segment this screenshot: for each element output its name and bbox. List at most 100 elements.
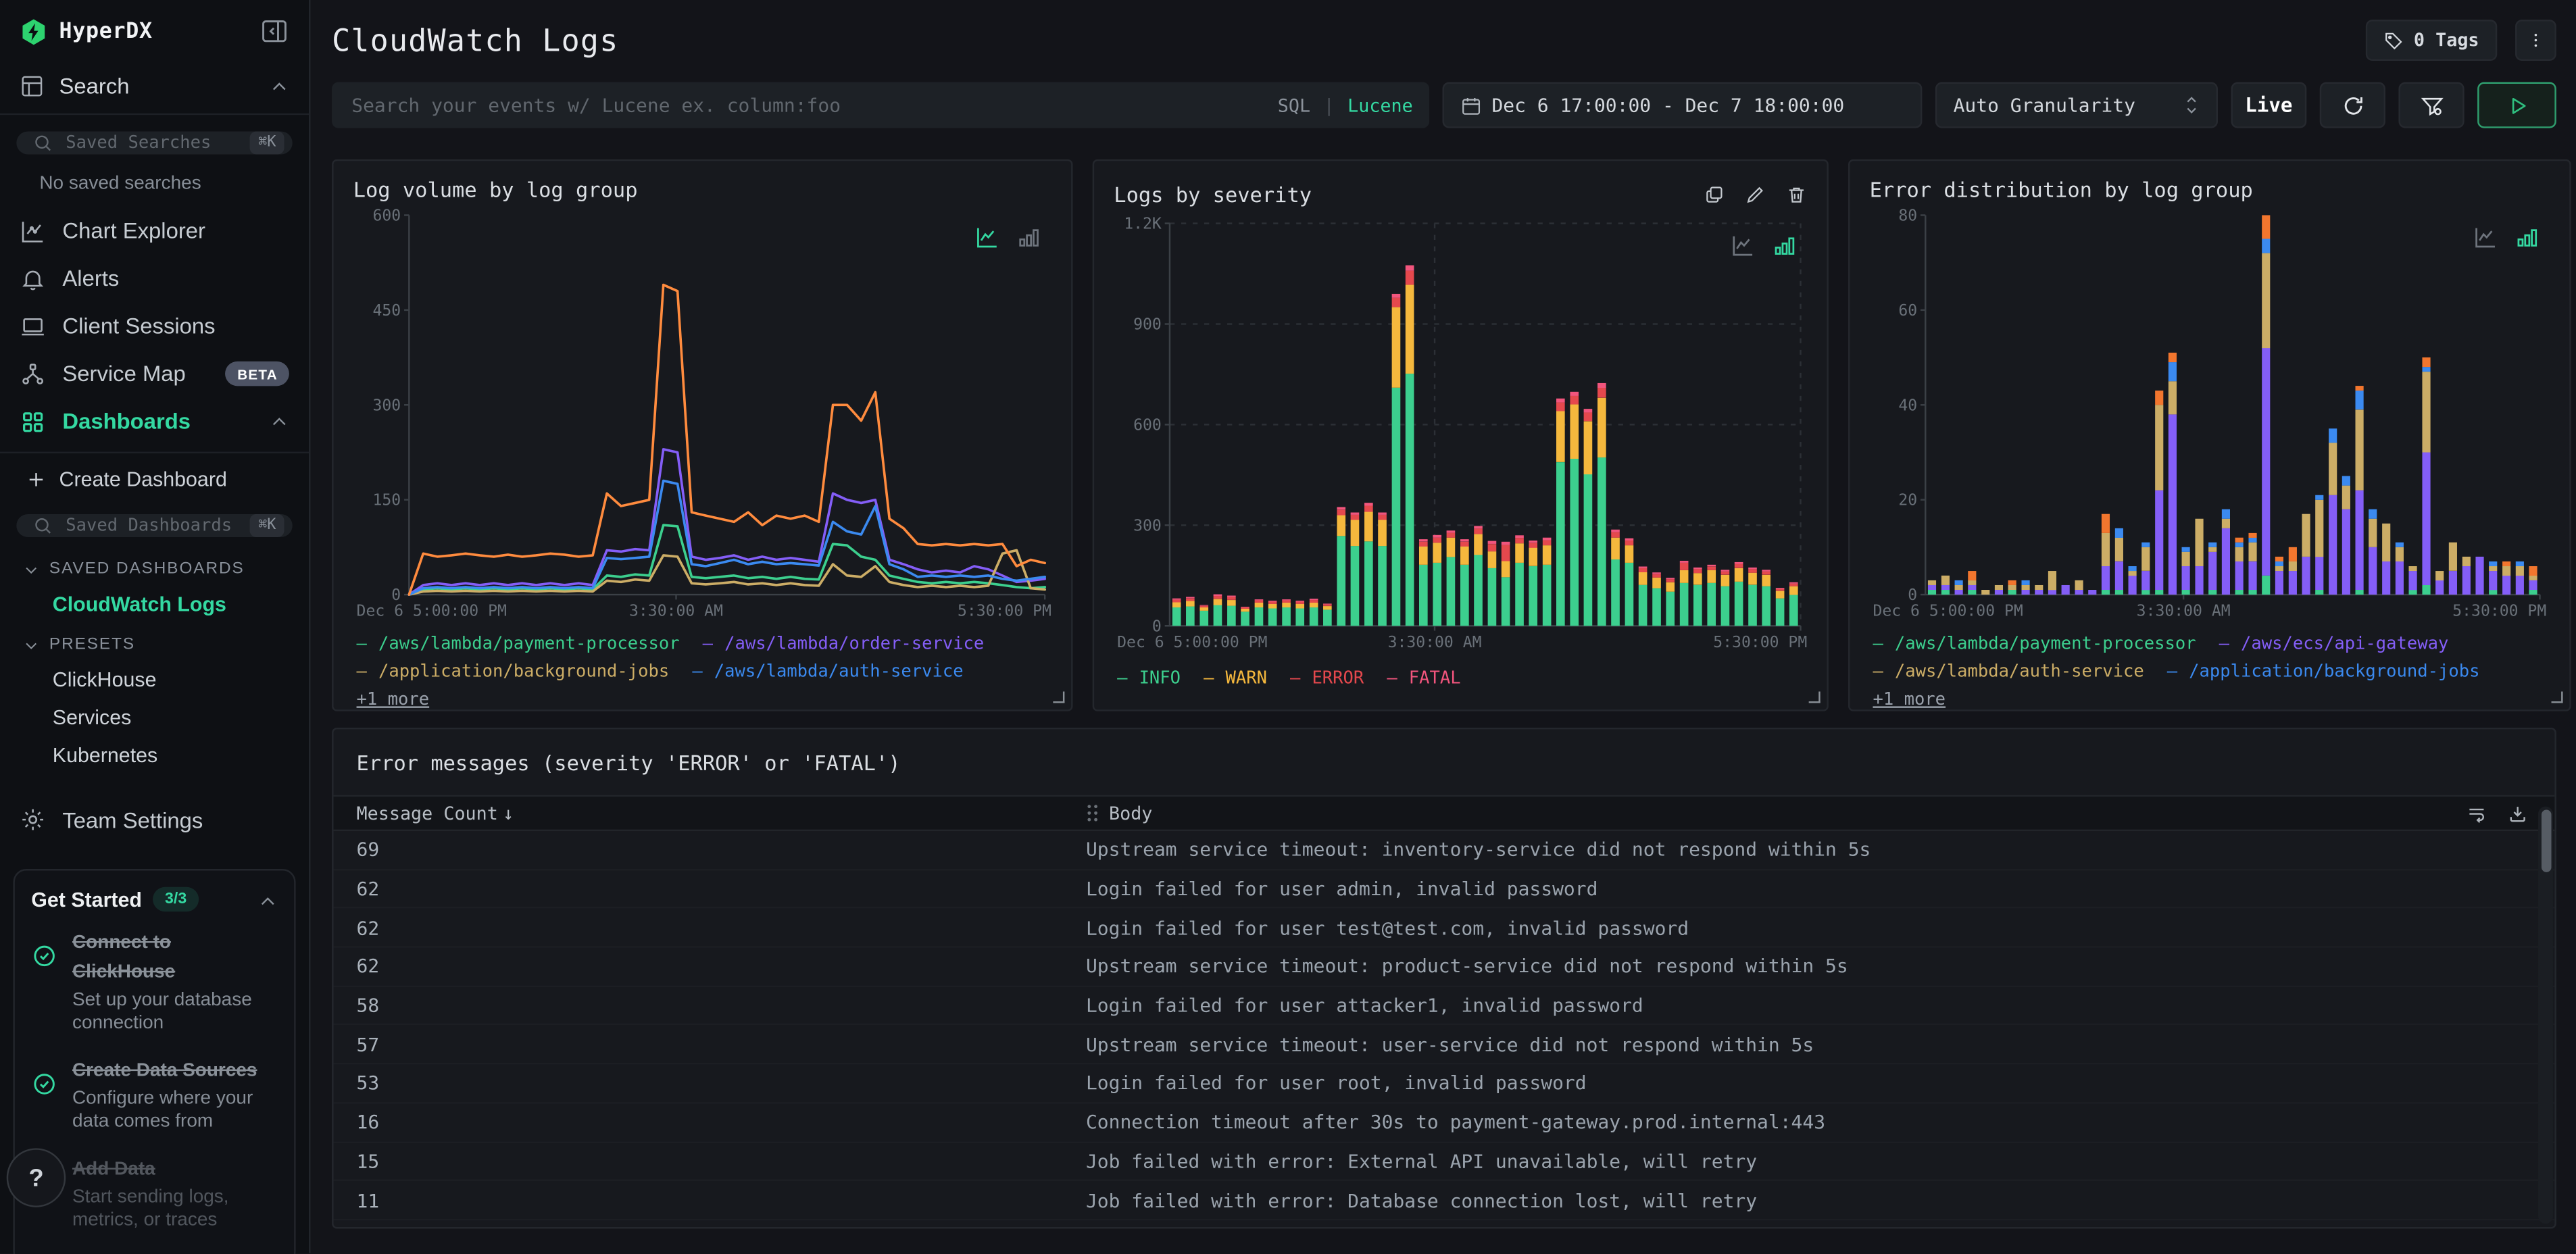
tags-button[interactable]: 0 Tags xyxy=(2366,20,2498,61)
separator: | xyxy=(1323,94,1335,116)
legend-label: /application/background-jobs xyxy=(2189,661,2480,682)
checklist-item-connect[interactable]: Connect to ClickHouse Set up your databa… xyxy=(31,926,278,1036)
saved-dashboards-search[interactable]: ⌘K xyxy=(16,513,293,537)
line-view-icon[interactable] xyxy=(1730,233,1756,257)
table-scrollbar[interactable] xyxy=(2538,806,2553,1224)
group-saved-dashboards[interactable]: SAVED DASHBOARDS xyxy=(0,547,309,585)
legend-label: /aws/lambda/order-service xyxy=(724,634,985,654)
legend-item[interactable]: — /aws/ecs/api-gateway xyxy=(2219,631,2449,659)
sidebar-item-client-sessions[interactable]: Client Sessions xyxy=(0,302,309,350)
sidebar-item-label: Alerts xyxy=(62,266,120,291)
checklist-item-add-data[interactable]: Add Data Start sending logs, metrics, or… xyxy=(31,1152,278,1232)
delete-icon[interactable] xyxy=(1786,183,1808,205)
saved-searches-input[interactable] xyxy=(62,131,241,155)
column-body[interactable]: Body xyxy=(1086,803,2466,824)
scrollbar-thumb[interactable] xyxy=(2540,809,2551,872)
plus-icon xyxy=(29,473,43,486)
legend-more-link[interactable]: +1 more xyxy=(356,690,430,710)
sidebar-item-team-settings[interactable]: Team Settings xyxy=(0,787,309,853)
collapse-sidebar-icon[interactable] xyxy=(259,16,289,46)
table-row[interactable]: 57 Upstream service timeout: user-service… xyxy=(334,1026,2555,1065)
table-title: Error messages (severity 'ERROR' or 'FAT… xyxy=(356,751,901,776)
table-row[interactable]: 53 Login failed for user root, invalid pa… xyxy=(334,1065,2555,1104)
wrap-text-icon[interactable] xyxy=(2466,803,2487,824)
chart-canvas[interactable]: 0 20 40 60 80 Dec 6 5:00:00 PM 3:30:00 AM 5:30:… xyxy=(1870,202,2550,631)
legend-swatch: — xyxy=(702,634,714,654)
download-icon[interactable] xyxy=(2507,803,2529,824)
chevron-up-icon[interactable] xyxy=(258,889,278,909)
tags-label: 0 Tags xyxy=(2413,29,2479,51)
lucene-toggle[interactable]: Lucene xyxy=(1347,94,1413,116)
table-row[interactable]: 62 Login failed for user test@test.com, i… xyxy=(334,909,2555,948)
legend-item[interactable]: — /aws/lambda/auth-service xyxy=(692,659,963,686)
app-title: HyperDX xyxy=(59,18,153,44)
saved-dashboards-input[interactable] xyxy=(62,513,241,537)
legend-item[interactable]: — /aws/lambda/order-service xyxy=(703,631,985,659)
dashboard-item-kubernetes[interactable]: Kubernetes xyxy=(52,743,158,767)
table-row[interactable]: 16 Connection timeout after 30s to paymen… xyxy=(334,1103,2555,1143)
dashboard-item-clickhouse[interactable]: ClickHouse xyxy=(52,668,157,691)
edit-icon[interactable] xyxy=(1745,183,1766,205)
event-search[interactable]: SQL | Lucene xyxy=(332,82,1430,128)
chart-title: Error distribution by log group xyxy=(1869,177,2253,203)
tag-icon xyxy=(2385,32,2403,49)
chevron-up-icon[interactable] xyxy=(270,76,289,96)
sidebar-item-alerts[interactable]: Alerts xyxy=(0,255,309,303)
legend-item[interactable]: — INFO xyxy=(1117,666,1181,693)
legend-item[interactable]: — /aws/lambda/payment-processor xyxy=(357,631,680,659)
legend-item[interactable]: — /application/background-jobs xyxy=(2167,659,2480,686)
legend-item[interactable]: — FATAL xyxy=(1387,666,1460,693)
table-row[interactable]: 62 Upstream service timeout: product-serv… xyxy=(334,948,2555,987)
legend-item[interactable]: — ERROR xyxy=(1290,666,1364,693)
line-view-icon[interactable] xyxy=(974,225,1001,249)
sidebar-item-service-map[interactable]: Service Map BETA xyxy=(0,350,309,398)
event-search-input[interactable] xyxy=(348,92,1265,119)
beta-badge: BETA xyxy=(226,361,289,386)
refresh-button[interactable] xyxy=(2319,82,2385,128)
legend-more-link[interactable]: +1 more xyxy=(1873,690,1946,710)
create-dashboard-button[interactable]: Create Dashboard xyxy=(0,453,309,498)
table-row[interactable]: 15 Job failed with error: External API un… xyxy=(334,1143,2555,1182)
live-button[interactable]: Live xyxy=(2231,82,2307,128)
check-circle-icon xyxy=(31,1070,57,1097)
play-icon xyxy=(2511,97,2525,114)
legend-item[interactable]: — /aws/lambda/payment-processor xyxy=(1873,631,2196,659)
bar-view-icon[interactable] xyxy=(1771,233,1798,257)
svg-text:0: 0 xyxy=(1152,618,1162,635)
checklist-title: Add Data xyxy=(72,1159,155,1179)
legend-item[interactable]: — /application/background-jobs xyxy=(357,659,670,686)
chart-canvas[interactable]: 0 300 600 900 1.2K Dec 6 5:00:00 PM 3:30:00 AM… xyxy=(1114,210,1807,662)
table-row[interactable]: 69 Upstream service timeout: inventory-se… xyxy=(334,831,2555,870)
table-row[interactable]: 62 Login failed for user admin, invalid p… xyxy=(334,870,2555,909)
column-message-count[interactable]: Message Count ↓ xyxy=(356,802,514,824)
group-presets[interactable]: PRESETS xyxy=(0,622,309,660)
cell-body: Upstream service timeout: product-servic… xyxy=(1085,955,1848,978)
chart-canvas[interactable]: 0 150 300 450 600 Dec 6 5:00:00 PM 3:30:00 AM 5… xyxy=(353,202,1051,631)
dashboard-item-cloudwatch-logs[interactable]: CloudWatch Logs xyxy=(52,592,226,616)
time-range-picker[interactable]: Dec 6 17:00:00 - Dec 7 18:00:00 xyxy=(1442,82,1923,128)
help-button[interactable]: ? xyxy=(6,1149,66,1208)
line-view-icon[interactable] xyxy=(2473,225,2499,249)
svg-text:450: 450 xyxy=(373,302,401,320)
bar-view-icon[interactable] xyxy=(2514,225,2540,249)
legend-label: WARN xyxy=(1225,668,1268,688)
sidebar-item-dashboards[interactable]: Dashboards xyxy=(0,397,309,445)
chevron-up-icon[interactable] xyxy=(270,411,289,431)
table-row[interactable]: 11 Job failed with error: Database connec… xyxy=(334,1181,2555,1220)
sidebar-item-search[interactable]: Search xyxy=(0,59,309,116)
checklist-item-sources[interactable]: Create Data Sources Configure where your… xyxy=(31,1054,278,1134)
legend-item[interactable]: — /aws/lambda/auth-service xyxy=(1873,659,2144,686)
dashboard-item-services[interactable]: Services xyxy=(52,705,132,729)
filter-button[interactable] xyxy=(2398,82,2464,128)
legend-item[interactable]: — WARN xyxy=(1204,666,1267,693)
table-row[interactable]: 58 Login failed for user attacker1, inval… xyxy=(334,986,2555,1026)
run-query-button[interactable] xyxy=(2477,82,2556,128)
saved-searches-search[interactable]: ⌘K xyxy=(16,131,293,155)
sql-toggle[interactable]: SQL xyxy=(1277,94,1311,116)
drag-handle-icon[interactable] xyxy=(1086,803,1099,823)
bar-view-icon[interactable] xyxy=(1015,225,1041,249)
granularity-select[interactable]: Auto Granularity xyxy=(1935,82,2219,128)
panel-menu-button[interactable] xyxy=(2515,20,2556,61)
duplicate-icon[interactable] xyxy=(1704,183,1725,205)
sidebar-item-chart-explorer[interactable]: Chart Explorer xyxy=(0,207,309,255)
